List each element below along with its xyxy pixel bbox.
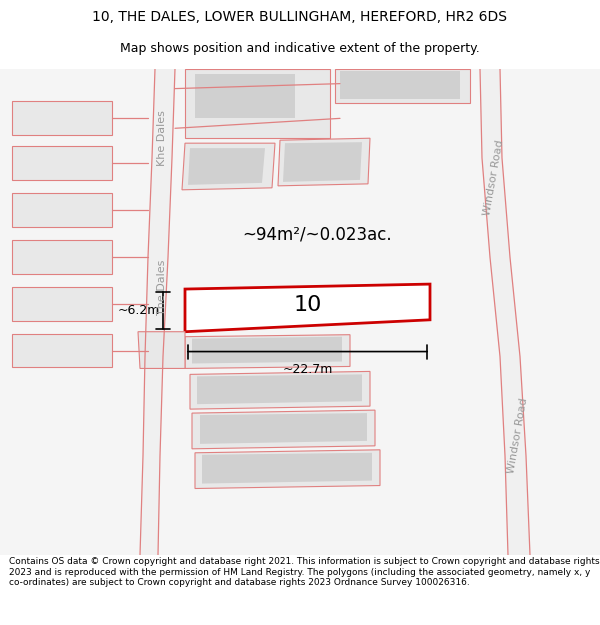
Polygon shape (190, 371, 370, 409)
Polygon shape (185, 69, 330, 138)
Text: ~22.7m: ~22.7m (283, 364, 332, 376)
Polygon shape (0, 69, 600, 555)
Polygon shape (182, 143, 275, 190)
Polygon shape (200, 413, 367, 444)
Polygon shape (202, 452, 372, 484)
Text: ~94m²/~0.023ac.: ~94m²/~0.023ac. (242, 226, 392, 244)
Polygon shape (12, 192, 112, 226)
Polygon shape (185, 284, 430, 332)
Polygon shape (138, 332, 185, 369)
Text: Windsor Road: Windsor Road (482, 139, 506, 217)
Polygon shape (188, 148, 265, 185)
Polygon shape (192, 410, 375, 449)
Polygon shape (195, 74, 295, 118)
Polygon shape (335, 69, 470, 104)
Polygon shape (12, 334, 112, 367)
Text: The Dales: The Dales (157, 259, 167, 315)
Polygon shape (12, 287, 112, 321)
Polygon shape (140, 69, 175, 555)
Polygon shape (197, 374, 362, 404)
Text: Khe Dales: Khe Dales (157, 110, 167, 166)
Polygon shape (185, 335, 350, 369)
Polygon shape (340, 71, 460, 99)
Polygon shape (12, 241, 112, 274)
Text: ~6.2m: ~6.2m (118, 304, 160, 317)
Text: 10, THE DALES, LOWER BULLINGHAM, HEREFORD, HR2 6DS: 10, THE DALES, LOWER BULLINGHAM, HEREFOR… (92, 10, 508, 24)
Polygon shape (278, 138, 370, 186)
Polygon shape (195, 450, 380, 489)
Polygon shape (192, 337, 342, 364)
Text: Map shows position and indicative extent of the property.: Map shows position and indicative extent… (120, 42, 480, 54)
Polygon shape (12, 146, 112, 180)
Polygon shape (480, 69, 530, 555)
Polygon shape (12, 101, 112, 135)
Polygon shape (283, 142, 362, 182)
Text: Contains OS data © Crown copyright and database right 2021. This information is : Contains OS data © Crown copyright and d… (9, 558, 599, 588)
Text: 10: 10 (293, 296, 322, 316)
Text: Windsor Road: Windsor Road (506, 398, 530, 474)
